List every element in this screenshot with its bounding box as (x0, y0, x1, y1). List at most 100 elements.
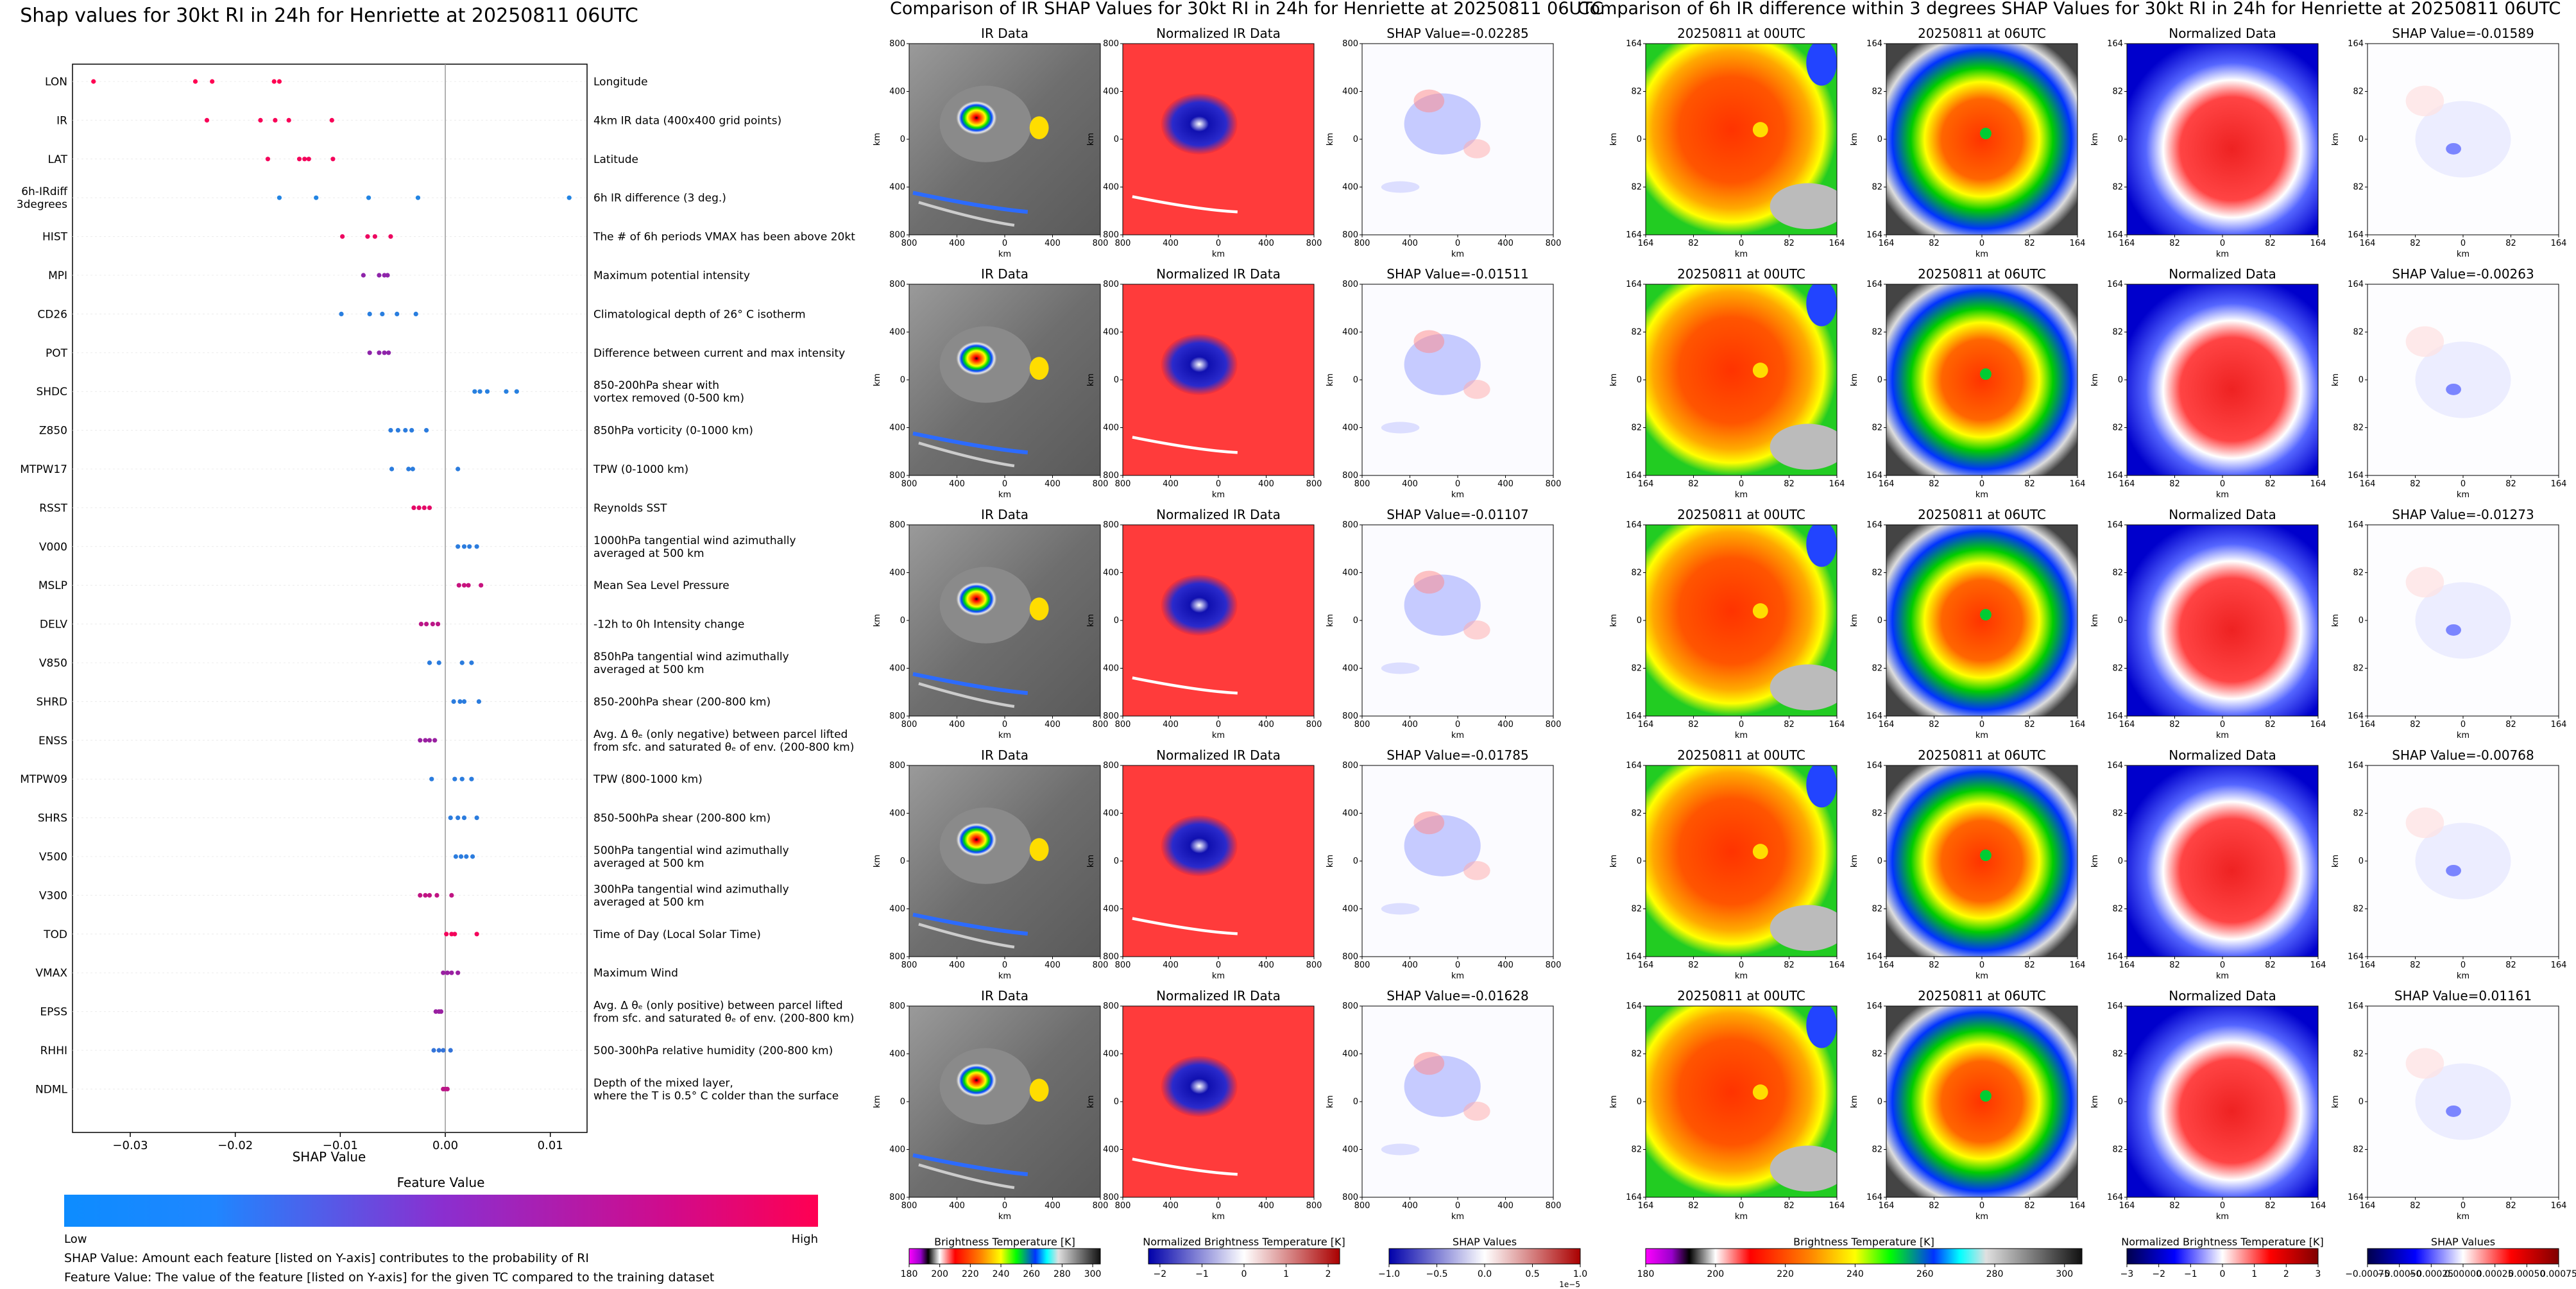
y-tick-label: 164 (2348, 230, 2364, 240)
y-tick-label: 800 (1103, 230, 1119, 240)
y-tick-label: 400 (1342, 1145, 1358, 1155)
panel-title: SHAP Value=-0.02285 (1386, 26, 1528, 41)
y-tick-label: 82 (2112, 1050, 2123, 1059)
shap-point (410, 466, 415, 472)
note-feature-value: Feature Value: The value of the feature … (64, 1270, 714, 1285)
x-tick-label: −0.01 (323, 1139, 358, 1152)
feature-label: TOD (43, 928, 67, 941)
x-tick-label: 400 (1045, 1201, 1061, 1211)
y-tick-label: 0 (1353, 1097, 1358, 1107)
shap-point (452, 932, 457, 937)
y-axis-label: km (1326, 373, 1335, 386)
y-tick-label: 400 (889, 664, 905, 674)
x-axis-label: km (1735, 731, 1748, 740)
shap-point (423, 738, 428, 743)
y-axis-label: km (1850, 133, 1859, 146)
y-axis-label: km (2090, 373, 2100, 386)
y-tick-label: 800 (1342, 39, 1358, 49)
feature-description: 300hPa tangential wind azimuthally averag… (593, 883, 789, 909)
x-tick-label: 82 (2265, 1201, 2276, 1211)
feature-description: Maximum Wind (593, 967, 678, 980)
panel-title: SHAP Value=-0.01273 (2392, 507, 2534, 522)
shap-point (286, 117, 291, 123)
x-axis-label: km (1451, 731, 1464, 740)
y-tick-label: 800 (889, 280, 905, 289)
y-tick-label: 82 (1631, 664, 1642, 674)
colorbar: Brightness Temperature [K] 180 200 220 240 26… (901, 1236, 1102, 1279)
y-tick-label: 164 (1626, 230, 1642, 240)
y-tick-label: 800 (1103, 520, 1119, 530)
y-tick-label: 164 (1626, 471, 1642, 481)
x-tick-label: 0 (2461, 720, 2466, 730)
x-tick-label: 82 (1929, 720, 1940, 730)
colorbar-tick-label: 1.0 (1573, 1269, 1587, 1279)
colorbar-tick-label: 0.00000 (2444, 1269, 2482, 1279)
y-tick-label: 400 (1103, 328, 1119, 337)
x-tick-label: 800 (1115, 239, 1131, 248)
x-tick-label: 400 (949, 720, 965, 730)
x-tick-label: 800 (1093, 960, 1109, 970)
x-axis-label: km (2216, 971, 2229, 981)
y-tick-label: 400 (1103, 87, 1119, 97)
x-tick-label: 82 (2024, 960, 2035, 970)
y-tick-label: 800 (1103, 471, 1119, 481)
colorbar-tick-label: 3 (2316, 1269, 2321, 1279)
shap-point (444, 932, 449, 937)
y-tick-label: 164 (2107, 1002, 2123, 1011)
feature-label: NDML (35, 1083, 67, 1096)
colorbar-tick-label: 0.5 (1525, 1269, 1539, 1279)
ir-shap-comparison: Comparison of IR SHAP Values for 30kt RI… (873, 0, 1603, 1289)
x-tick-label: 0 (1002, 479, 1007, 489)
feature-description: 6h IR difference (3 deg.) (593, 192, 726, 205)
feature-description: Maximum potential intensity (593, 269, 750, 282)
y-tick-label: 164 (1866, 761, 1882, 771)
x-tick-label: 0 (1216, 239, 1221, 248)
x-tick-label: 164 (2070, 239, 2086, 248)
y-tick-label: 0 (1877, 1097, 1882, 1107)
shap-point (306, 157, 311, 162)
y-tick-label: 0 (2358, 857, 2364, 866)
image-frame (1645, 1005, 1838, 1198)
x-tick-label: 0 (1455, 1201, 1460, 1211)
panel-title: 20250811 at 00UTC (1677, 266, 1805, 282)
shap-point (479, 583, 484, 588)
y-tick-label: 164 (2348, 761, 2364, 771)
x-tick-label: 164 (2360, 720, 2376, 730)
y-tick-label: 800 (1342, 471, 1358, 481)
diff-colorbars: Brightness Temperature [K] 180 200 220 240 26… (1637, 1236, 2576, 1279)
y-tick-label: 0 (2358, 1097, 2364, 1107)
y-axis-label: km (1086, 373, 1096, 386)
y-tick-label: 82 (1631, 809, 1642, 819)
y-tick-label: 82 (2353, 905, 2364, 914)
x-tick-label: 164 (2119, 720, 2135, 730)
shap-point (415, 195, 421, 200)
x-tick-label: 82 (1929, 239, 1940, 248)
x-tick-label: 800 (1546, 960, 1562, 970)
feature-label: V300 (39, 889, 67, 902)
shap-point (314, 195, 319, 200)
x-tick-label: 0 (1216, 479, 1221, 489)
x-axis-label: km (1975, 250, 1988, 259)
panel-title: 20250811 at 00UTC (1677, 988, 1805, 1003)
x-tick-label: 400 (1258, 1201, 1274, 1211)
image-frame (1886, 43, 2078, 235)
shap-point (389, 466, 395, 472)
panel-title: SHAP Value=-0.01511 (1386, 266, 1528, 282)
x-tick-label: 164 (2551, 239, 2567, 248)
shap-point (418, 892, 423, 898)
image-frame (1122, 1005, 1315, 1198)
y-tick-label: 164 (1866, 39, 1882, 49)
panel-title: IR Data (981, 747, 1028, 763)
x-tick-label: 800 (1093, 479, 1109, 489)
image-frame (2367, 284, 2559, 476)
x-tick-label: 164 (2551, 1201, 2567, 1211)
y-tick-label: 800 (889, 1002, 905, 1011)
image-frame (908, 524, 1101, 717)
colorbar-tick-label: −0.5 (1426, 1269, 1448, 1279)
panel-title: SHAP Value=-0.01628 (1386, 988, 1528, 1003)
